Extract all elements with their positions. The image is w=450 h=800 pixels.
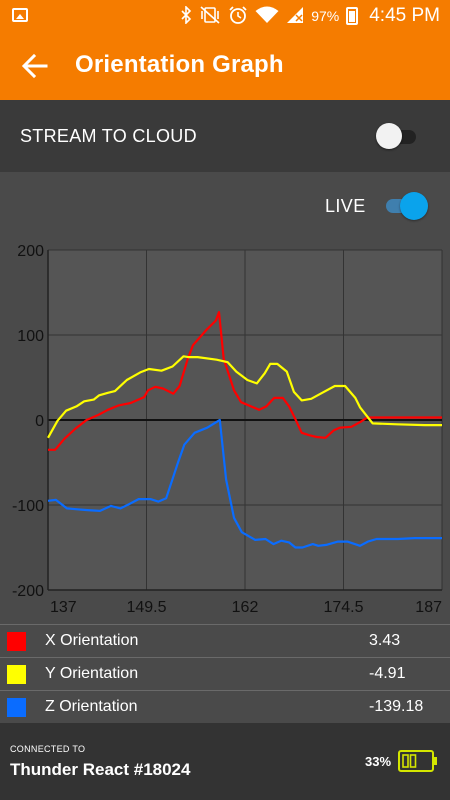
legend-swatch: [7, 665, 26, 684]
stream-to-cloud-label: STREAM TO CLOUD: [20, 126, 197, 146]
device-battery-icon: [398, 750, 437, 772]
device-battery-percent: 33%: [365, 754, 392, 769]
x-tick-label: 137: [50, 599, 77, 616]
y-tick-label: 200: [17, 243, 44, 260]
legend-value: 3.43: [369, 632, 401, 649]
legend-label: Z Orientation: [45, 698, 138, 715]
live-toggle[interactable]: [386, 192, 428, 220]
device-name: Thunder React #18024: [10, 760, 191, 779]
toggle-thumb: [400, 192, 428, 220]
y-tick-label: 100: [17, 328, 44, 345]
legend-swatch: [7, 698, 26, 717]
legend-row-y: Y Orientation -4.91: [0, 657, 450, 690]
back-arrow-icon[interactable]: [20, 52, 50, 80]
page-title: Orientation Graph: [75, 51, 284, 78]
connection-footer: CONNECTED TO Thunder React #18024 33%: [0, 723, 450, 800]
battery-percent: 97%: [311, 8, 340, 24]
battery-icon: [346, 7, 359, 25]
y-tick-label: -200: [12, 583, 44, 600]
gallery-icon: [12, 8, 28, 22]
clock: 4:45 PM: [369, 5, 440, 26]
toggle-thumb: [376, 123, 402, 149]
x-tick-label: 174.5: [323, 599, 363, 616]
legend: X Orientation 3.43 Y Orientation -4.91 Z…: [0, 624, 450, 723]
legend-value: -139.18: [369, 698, 424, 715]
y-tick-label: 0: [35, 413, 44, 430]
app-bar: Orientation Graph: [0, 32, 450, 100]
legend-row-x: X Orientation 3.43: [0, 624, 450, 657]
stream-to-cloud-row: STREAM TO CLOUD: [0, 100, 450, 172]
legend-label: X Orientation: [45, 632, 139, 649]
live-label: LIVE: [325, 196, 366, 216]
series-line-y-orientation: [47, 355, 442, 439]
status-icons: 97% 4:45 PM: [180, 4, 440, 28]
signal-icon: [286, 6, 304, 27]
orientation-chart: 200 100 0 -100 -200 137 149.5 162 174.5 187: [12, 243, 443, 616]
series-line-z-orientation: [47, 418, 442, 549]
alarm-icon: [228, 5, 248, 28]
legend-label: Y Orientation: [45, 665, 139, 682]
bluetooth-icon: [180, 4, 192, 27]
stream-to-cloud-toggle[interactable]: [376, 123, 416, 149]
series-line-x-orientation: [48, 310, 442, 451]
wifi-icon: [255, 6, 279, 27]
vibrate-icon: [199, 5, 221, 27]
y-tick-label: -100: [12, 498, 44, 515]
connected-to-label: CONNECTED TO: [10, 744, 86, 754]
x-tick-label: 162: [232, 599, 259, 616]
x-tick-label: 187: [415, 599, 442, 616]
legend-row-z: Z Orientation -139.18: [0, 690, 450, 723]
x-tick-label: 149.5: [126, 599, 166, 616]
status-bar: 97% 4:45 PM: [0, 0, 450, 32]
legend-value: -4.91: [369, 665, 406, 682]
legend-swatch: [7, 632, 26, 651]
